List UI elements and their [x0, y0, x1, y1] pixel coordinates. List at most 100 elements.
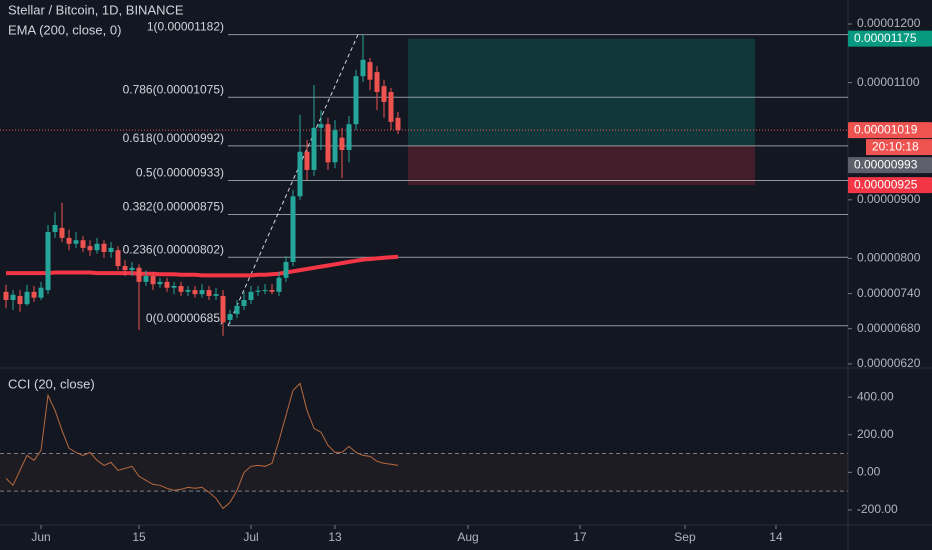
candle-body — [143, 276, 149, 282]
fib-level-label: 0.236(0.00000802) — [123, 242, 224, 256]
candle-body — [45, 232, 51, 291]
candle-body — [325, 124, 331, 163]
candle-body — [17, 295, 23, 305]
candle-body — [136, 267, 142, 282]
stop-price-label-bg — [848, 177, 932, 194]
indicator-label: CCI (20, close) — [8, 376, 95, 391]
candle-body — [297, 151, 303, 197]
candle-body — [388, 92, 394, 122]
candle-body — [213, 294, 219, 296]
candle-body — [262, 290, 268, 292]
fib-level-label: 0.786(0.00001075) — [123, 82, 224, 96]
x-tick-label: 15 — [132, 530, 146, 544]
y-tick-label: 0.00 — [857, 465, 881, 479]
candle-body — [150, 276, 156, 285]
x-tick-label: Jul — [243, 530, 258, 544]
position-loss-zone — [408, 145, 755, 186]
candle-body — [374, 72, 380, 92]
y-tick-label: 0.00000680 — [857, 321, 921, 335]
position-profit-zone — [408, 38, 755, 146]
entry-price-label: 0.00000993 — [854, 157, 918, 171]
candle-body — [220, 295, 226, 323]
candle-body — [3, 291, 9, 301]
candle-body — [395, 117, 401, 131]
countdown-bg — [866, 139, 932, 156]
y-tick-label: 0.00000800 — [857, 251, 921, 265]
candle-body — [353, 76, 359, 125]
x-tick-label: 14 — [769, 530, 783, 544]
plot: 1(0.00001182) 0.786(0.00001075) 0.618(0.00… — [0, 16, 932, 544]
last-price-label-bg — [848, 122, 932, 139]
y-tick-label: 0.00000900 — [857, 192, 921, 206]
candle-body — [66, 237, 72, 244]
target-price-label-bg — [848, 30, 932, 47]
candle-body — [346, 124, 352, 151]
candle-body — [87, 246, 93, 251]
candle-body — [185, 290, 191, 292]
candle-body — [115, 250, 121, 267]
indicator-label: EMA (200, close, 0) — [8, 22, 121, 37]
countdown: 20:10:18 — [872, 139, 919, 153]
chart-title: Stellar / Bitcoin, 1D, BINANCE — [8, 2, 184, 17]
entry-price-label-bg — [848, 157, 932, 174]
candle-body — [206, 290, 212, 296]
candle-body — [157, 281, 163, 285]
fib-level-label: 0.382(0.00000875) — [123, 200, 224, 214]
candle-body — [73, 240, 79, 244]
ema-line — [6, 254, 399, 278]
candle-body — [52, 225, 58, 233]
candle-body — [360, 59, 366, 77]
last-price-label: 0.00001019 — [854, 122, 918, 136]
candle-body — [332, 130, 338, 163]
cci-line — [5, 382, 399, 510]
stop-price-label: 0.00000925 — [854, 177, 918, 191]
candle-body — [80, 240, 86, 248]
fib-level-label: 0.5(0.00000933) — [136, 166, 224, 180]
target-price-label: 0.00001175 — [854, 31, 917, 45]
candle-body — [290, 196, 296, 262]
candle-body — [276, 277, 282, 292]
fib-level-label: 0.618(0.00000992) — [123, 131, 224, 145]
x-tick-label: 17 — [573, 530, 587, 544]
candle-body — [24, 291, 30, 305]
candle-body — [192, 290, 198, 295]
candle-body — [94, 243, 100, 251]
candle-body — [381, 86, 387, 102]
candle-body — [178, 285, 184, 292]
candle-body — [129, 267, 135, 271]
candle-body — [122, 266, 128, 271]
y-tick-label: 0.00000740 — [857, 286, 921, 300]
fib-level-label: 1(0.00001182) — [147, 20, 224, 34]
candle-body — [38, 287, 44, 298]
y-tick-label: -200.00 — [857, 502, 898, 516]
y-tick-label: 200.00 — [857, 427, 894, 441]
candle-body — [31, 291, 37, 298]
candle-body — [199, 290, 205, 295]
candle-body — [164, 281, 170, 288]
candle-body — [10, 294, 16, 301]
x-tick-label: Sep — [674, 530, 696, 544]
candle-body — [304, 151, 310, 170]
candle-body — [269, 290, 275, 292]
candle-body — [248, 291, 254, 301]
candle-body — [108, 247, 114, 252]
x-tick-label: Jun — [31, 530, 50, 544]
y-tick-label: 400.00 — [857, 389, 894, 403]
candle-body — [234, 305, 240, 315]
candle-body — [318, 124, 324, 128]
candle-body — [59, 227, 65, 238]
candle-body — [339, 137, 345, 151]
cci-band — [0, 453, 848, 492]
fib-level-label: 0(0.00000685) — [146, 311, 224, 325]
candle-body — [283, 261, 289, 278]
candle-body — [311, 127, 317, 170]
candle-body — [241, 300, 247, 306]
candle-body — [101, 243, 107, 252]
candle-body — [171, 285, 177, 288]
x-tick-label: 13 — [328, 530, 342, 544]
candle-body — [367, 62, 373, 80]
candle-body — [255, 290, 261, 292]
candle-body — [227, 314, 233, 320]
y-tick-label: 0.00000620 — [857, 356, 921, 370]
